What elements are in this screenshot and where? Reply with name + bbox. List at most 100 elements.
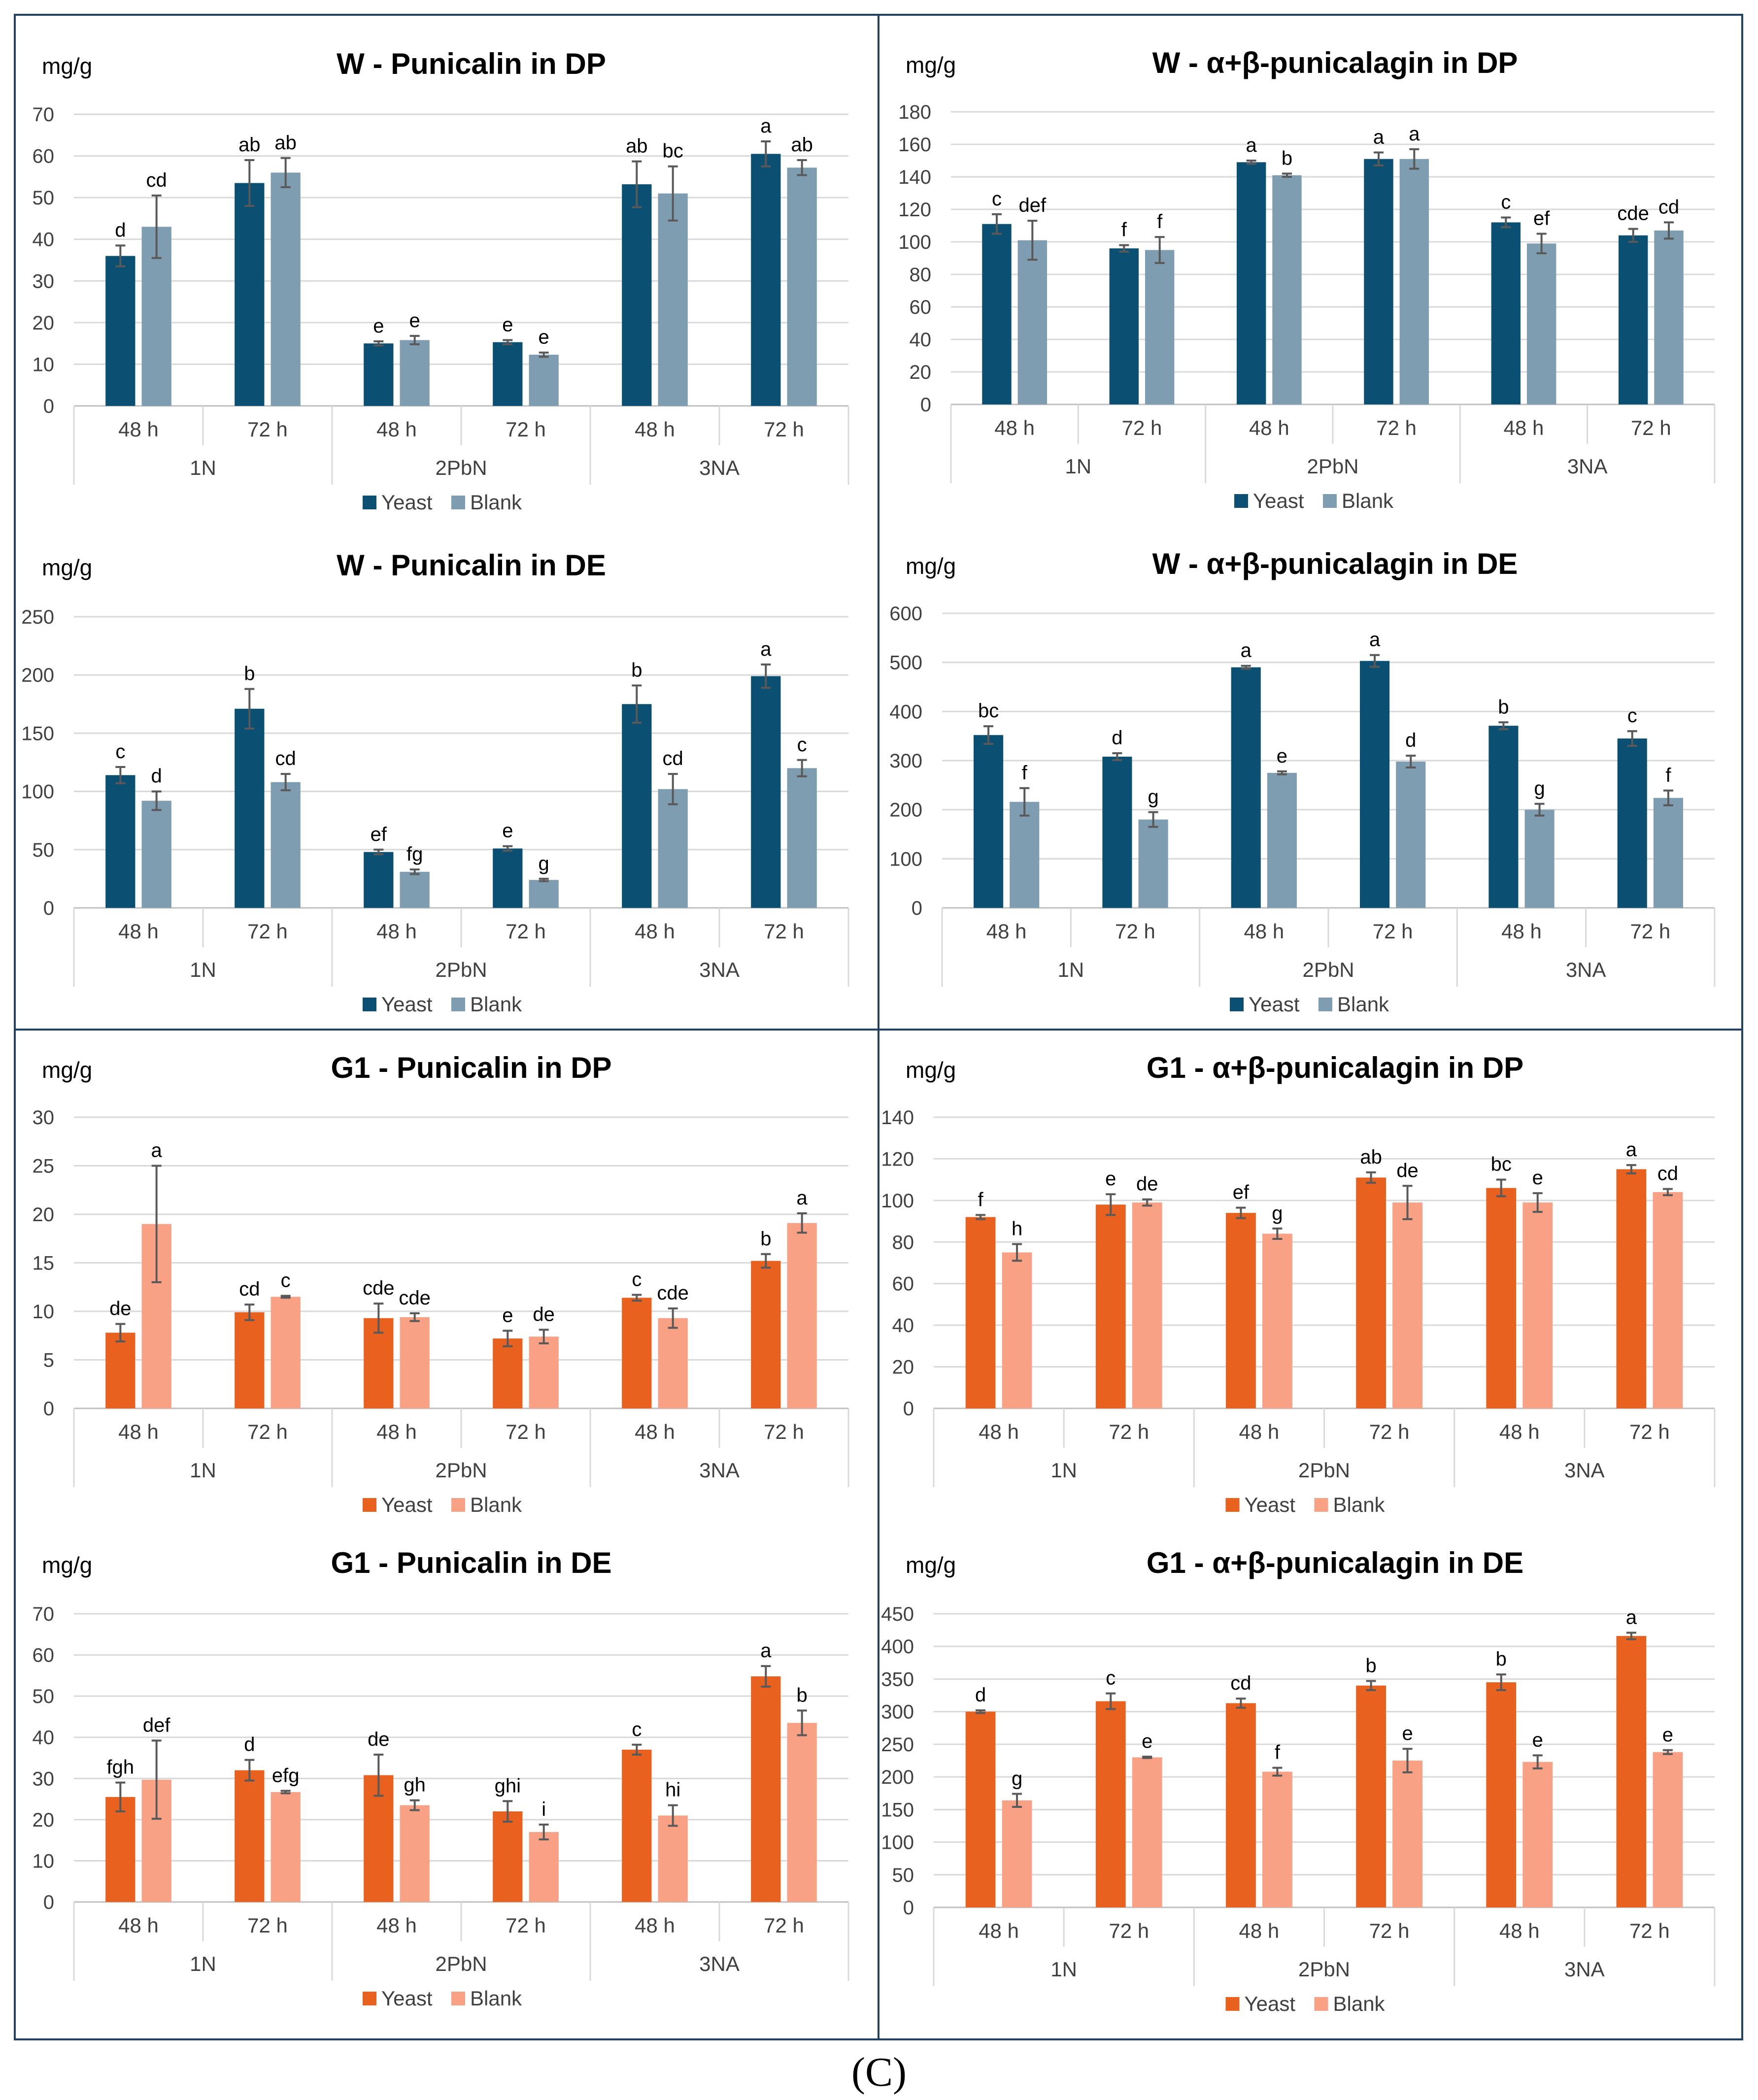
y-tick-label: 400 <box>889 701 922 723</box>
y-axis-unit: mg/g <box>906 553 956 579</box>
bar-blank-2 <box>270 782 301 908</box>
x-tick-label: 72 h <box>506 418 546 441</box>
y-tick-label: 70 <box>33 104 55 126</box>
data-label: f <box>1665 765 1671 786</box>
data-label: fgh <box>107 1757 135 1778</box>
data-label: e <box>502 1304 513 1326</box>
group-label: 2PbN <box>1307 455 1358 478</box>
legend-label-yeast: Yeast <box>1253 489 1304 512</box>
bar-blank-6 <box>1653 1752 1683 1907</box>
legend-swatch-blank <box>451 496 465 509</box>
bar-yeast-5 <box>1486 1188 1517 1408</box>
x-tick-label: 72 h <box>1109 1919 1149 1942</box>
bar-yeast-6 <box>751 154 781 406</box>
bar-blank-4 <box>529 1832 559 1902</box>
data-label: cde <box>657 1282 689 1304</box>
x-tick-label: 72 h <box>247 1420 288 1443</box>
data-label: a <box>151 1140 163 1162</box>
bar-yeast-2 <box>235 183 265 406</box>
y-tick-label: 100 <box>898 232 931 253</box>
y-tick-label: 20 <box>33 312 55 334</box>
y-tick-label: 450 <box>881 1603 914 1625</box>
x-tick-label: 48 h <box>635 920 675 943</box>
figure-caption: (C) <box>851 2049 907 2095</box>
data-label: d <box>151 766 162 787</box>
chart-6: G1 - α+β-punicalagin in DP mg/g 0 20 40 60 80 1… <box>881 1051 1716 1516</box>
y-tick-label: 200 <box>21 665 54 686</box>
bar-yeast-6 <box>751 1261 781 1408</box>
data-label: b <box>1498 696 1509 718</box>
x-tick-label: 48 h <box>1501 920 1542 943</box>
y-axis-unit: mg/g <box>42 1552 92 1578</box>
legend-label-blank: Blank <box>1337 993 1389 1016</box>
bar-yeast-5 <box>1486 1682 1517 1907</box>
data-label: a <box>760 1640 772 1662</box>
data-label: f <box>1022 762 1028 784</box>
legend-swatch-yeast <box>1234 494 1248 508</box>
bar-yeast-2 <box>235 708 265 908</box>
group-label: 3NA <box>1564 1459 1605 1482</box>
chart-title: G1 - Punicalin in DE <box>331 1546 611 1579</box>
legend-label-blank: Blank <box>1333 1992 1386 2015</box>
bar-blank-6 <box>787 768 817 908</box>
bar-blank-2 <box>270 1792 301 1902</box>
y-tick-label: 30 <box>33 1768 55 1790</box>
y-tick-label: 30 <box>33 270 55 292</box>
x-tick-label: 48 h <box>979 1420 1019 1443</box>
bar-blank-4 <box>1399 159 1429 404</box>
legend-label-yeast: Yeast <box>1245 1493 1296 1516</box>
bar-blank-6 <box>787 1723 817 1902</box>
bar-blank-5 <box>658 789 688 908</box>
y-axis-unit: mg/g <box>42 53 92 79</box>
legend-label-yeast: Yeast <box>381 1987 433 2010</box>
x-tick-label: 48 h <box>635 1420 675 1443</box>
y-axis-unit: mg/g <box>906 52 956 78</box>
bar-blank-2 <box>1132 1202 1162 1408</box>
y-tick-label: 200 <box>881 1767 914 1788</box>
bar-blank-2 <box>270 172 301 406</box>
panel-frames <box>14 14 1743 2040</box>
group-label: 3NA <box>699 1952 740 1975</box>
group-label: 1N <box>1050 1459 1077 1482</box>
bar-yeast-1 <box>982 224 1012 404</box>
bar-yeast-4 <box>1360 661 1390 908</box>
bar-yeast-4 <box>1356 1177 1386 1408</box>
group-label: 1N <box>1050 1958 1077 1981</box>
bar-blank-2 <box>1138 819 1168 908</box>
bar-blank-5 <box>1522 1202 1553 1408</box>
data-label: cde <box>363 1277 395 1299</box>
data-label: g <box>1272 1202 1283 1224</box>
y-tick-label: 25 <box>33 1156 55 1177</box>
data-label: bc <box>663 140 683 162</box>
bar-blank-3 <box>400 340 430 406</box>
x-tick-label: 48 h <box>1504 416 1544 439</box>
data-label: a <box>1241 640 1252 662</box>
bar-yeast-6 <box>1618 235 1648 404</box>
x-tick-label: 72 h <box>1369 1420 1410 1443</box>
y-tick-label: 50 <box>892 1865 914 1886</box>
x-tick-label: 48 h <box>1244 920 1284 943</box>
data-label: c <box>1501 192 1511 213</box>
x-tick-label: 48 h <box>118 418 159 441</box>
bar-yeast-5 <box>622 184 652 406</box>
group-label: 3NA <box>1567 455 1608 478</box>
legend-swatch-yeast <box>363 998 376 1011</box>
y-tick-label: 0 <box>43 898 54 919</box>
data-label: bc <box>1491 1154 1512 1175</box>
data-label: def <box>143 1714 170 1736</box>
x-tick-label: 48 h <box>118 920 159 943</box>
bar-yeast-2 <box>1109 248 1139 404</box>
group-label: 2PbN <box>1298 1958 1350 1981</box>
x-tick-label: 48 h <box>994 416 1035 439</box>
data-label: a <box>760 638 772 660</box>
data-label: e <box>409 310 420 332</box>
data-label: cd <box>275 748 296 769</box>
bar-yeast-4 <box>1364 159 1393 404</box>
bar-yeast-2 <box>1095 1204 1126 1408</box>
bar-blank-3 <box>1262 1771 1292 1907</box>
y-tick-label: 0 <box>912 898 922 919</box>
x-tick-label: 72 h <box>247 1914 288 1937</box>
bar-yeast-2 <box>1102 757 1132 908</box>
chart-2: W - α+β-punicalagin in DP mg/g 0 20 40 60 80 10… <box>898 46 1716 512</box>
y-tick-label: 300 <box>881 1701 914 1723</box>
